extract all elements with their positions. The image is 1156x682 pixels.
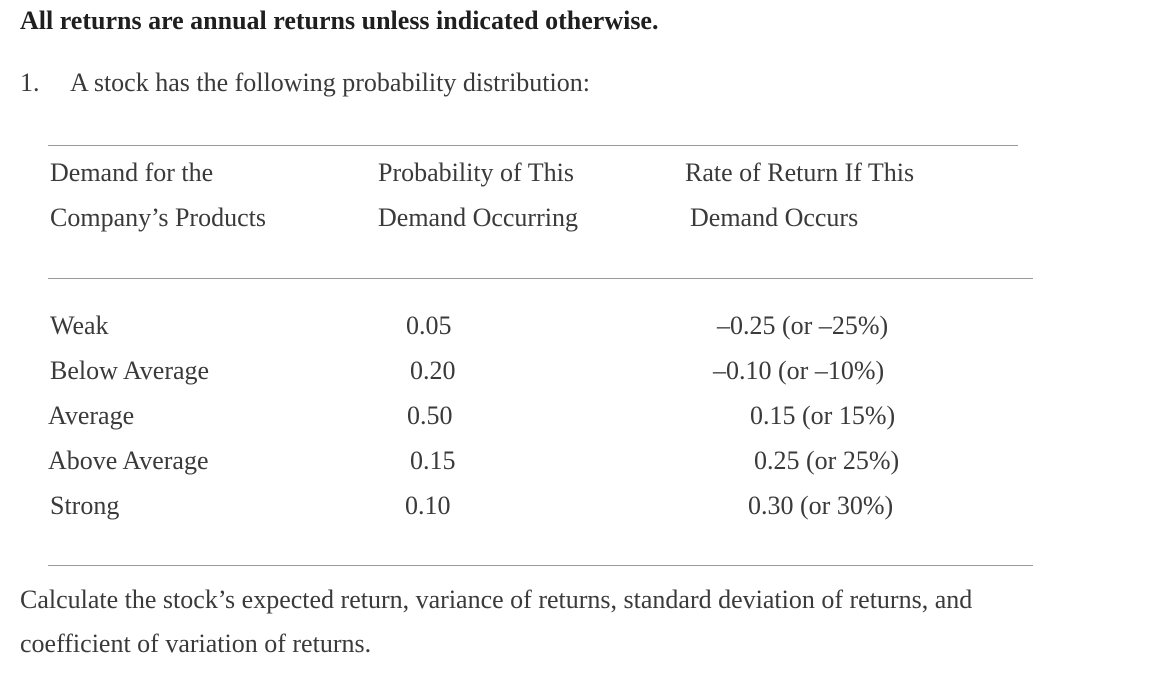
header-demand-line1: Demand for the bbox=[50, 158, 214, 187]
table-top-rule bbox=[48, 145, 1018, 146]
table-bottom-rule bbox=[48, 565, 1033, 566]
row-below-average-demand: Below Average bbox=[50, 356, 210, 385]
instructions-line1: Calculate the stock’s expected return, v… bbox=[20, 585, 973, 614]
row-strong-probability: 0.10 bbox=[405, 491, 451, 520]
row-strong-return: 0.30 (or 30%) bbox=[748, 491, 894, 520]
header-probability-line2: Demand Occurring bbox=[378, 203, 578, 232]
header-return-line2: Demand Occurs bbox=[690, 203, 859, 232]
header-return-line1: Rate of Return If This bbox=[685, 158, 915, 187]
row-below-average-probability: 0.20 bbox=[410, 356, 456, 385]
row-average-return: 0.15 (or 15%) bbox=[750, 401, 896, 430]
row-below-average-return: –0.10 (or –10%) bbox=[713, 356, 885, 385]
row-weak-demand: Weak bbox=[50, 311, 109, 340]
question-instructions: Calculate the stock’s expected return, v… bbox=[20, 578, 972, 666]
row-average-demand: Average bbox=[48, 401, 135, 430]
row-above-average-return: 0.25 (or 25%) bbox=[754, 446, 900, 475]
question-text: A stock has the following probability di… bbox=[70, 68, 590, 97]
row-above-average-demand: Above Average bbox=[48, 446, 209, 475]
row-weak-probability: 0.05 bbox=[406, 311, 452, 340]
table-header-rule bbox=[48, 278, 1033, 279]
header-demand-line2: Company’s Products bbox=[50, 203, 266, 232]
row-weak-return: –0.25 (or –25%) bbox=[717, 311, 889, 340]
row-average-probability: 0.50 bbox=[407, 401, 453, 430]
instructions-line2: coefficient of variation of returns. bbox=[20, 629, 372, 658]
page-heading: All returns are annual returns unless in… bbox=[20, 6, 659, 35]
row-strong-demand: Strong bbox=[50, 491, 120, 520]
header-probability-line1: Probability of This bbox=[378, 158, 574, 187]
question-number: 1. bbox=[20, 68, 40, 97]
row-above-average-probability: 0.15 bbox=[410, 446, 456, 475]
